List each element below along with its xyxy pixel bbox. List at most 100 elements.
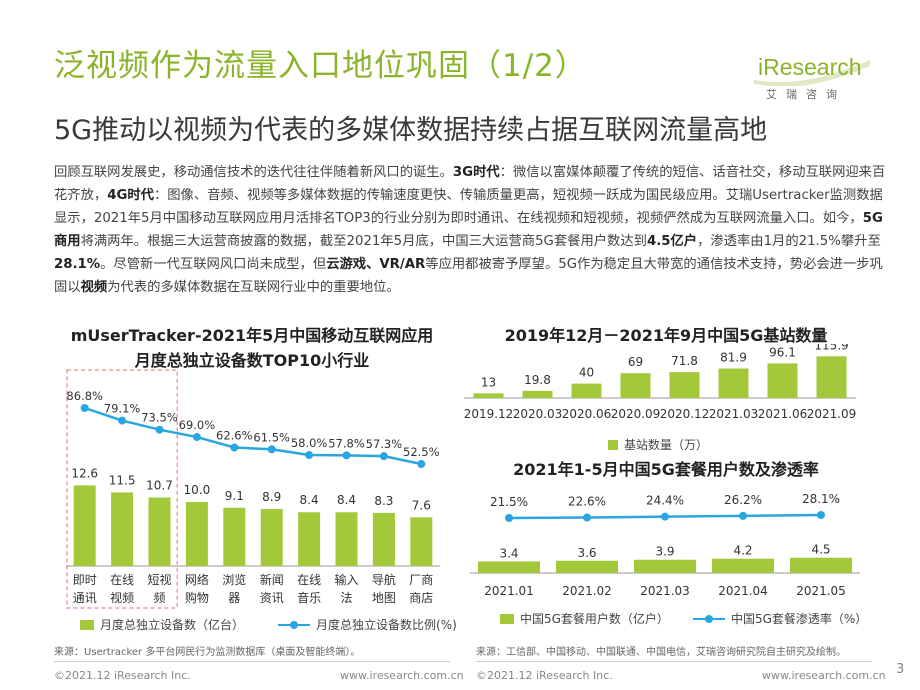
chart1-source: 来源：Usertracker 多平台网民行为监测数据库（桌面及智能终端）。 xyxy=(54,647,361,658)
bar xyxy=(372,512,395,566)
ratio-point xyxy=(267,445,276,454)
chart3-source: 来源：工信部、中国移动、中国联通、中国电信，艾瑞咨询研究院自主研究及绘制。 xyxy=(476,647,846,658)
bar-value-label: 4.5 xyxy=(811,543,830,557)
penetration-value-label: 24.4% xyxy=(646,494,684,508)
paragraph-text: ：微信以富媒体颠覆了传统的短信、话音社交，移动互联网迎来百花齐放， xyxy=(54,165,886,203)
logo-subtext: 艾瑞咨询 xyxy=(766,88,846,101)
legend-line-swatch xyxy=(692,614,725,624)
legend-line-swatch xyxy=(278,620,311,630)
page-number: 3 xyxy=(896,662,905,677)
intro-paragraph: 回顾互联网发展史，移动通信技术的迭代往往伴随着新风口的诞生。3G时代：微信以富媒… xyxy=(54,161,894,299)
bar xyxy=(718,368,749,398)
bar xyxy=(223,507,246,566)
x-tick-label: 购物 xyxy=(185,590,209,605)
footer-url-right[interactable]: www.iresearch.com.cn xyxy=(762,669,886,682)
x-tick-label: 2020.12 xyxy=(660,407,710,421)
chart2-5g-base-stations: 13 2019.12 19.8 2020.03 40 2020.06 69 2020.09 71… xyxy=(464,344,857,421)
ratio-point xyxy=(118,416,127,425)
x-tick-label: 短视 xyxy=(147,572,171,587)
footer-url-left[interactable]: www.iresearch.com.cn xyxy=(340,669,464,682)
paragraph-emphasis: 云游戏、VR/AR xyxy=(326,257,426,272)
chart2-legend: 基站数量（万） xyxy=(608,436,708,453)
ratio-point xyxy=(379,452,388,461)
paragraph-text: 将满两年。根据三大运营商披露的数据，截至2021年5月底，中国三大运营商5G套餐… xyxy=(80,234,647,249)
x-tick-label: 2020.03 xyxy=(513,407,563,421)
chart1-subtitle: 月度总独立设备数TOP10小行业 xyxy=(134,351,370,370)
x-tick-label: 2021.04 xyxy=(718,584,768,598)
legend-bar-swatch xyxy=(608,439,618,450)
footer-divider-right xyxy=(476,661,872,662)
paragraph-text: 回顾互联网发展史，移动通信技术的迭代往往伴随着新风口的诞生。 xyxy=(54,165,453,180)
bar xyxy=(816,356,847,398)
ratio-value-label: 61.5% xyxy=(253,430,290,444)
bar xyxy=(298,512,321,566)
paragraph-emphasis: 4G时代 xyxy=(107,188,154,203)
x-tick-label: 2021.05 xyxy=(796,584,846,598)
bar xyxy=(790,557,852,573)
penetration-value-label: 28.1% xyxy=(802,492,840,506)
bar xyxy=(148,497,171,566)
footer-divider-left xyxy=(54,661,450,662)
bar xyxy=(712,558,774,573)
x-tick-label: 资讯 xyxy=(260,591,284,605)
bar xyxy=(73,485,96,566)
paragraph-emphasis: 3G时代 xyxy=(452,165,500,180)
penetration-point xyxy=(661,512,669,521)
paragraph-text: 为代表的多媒体数据在互联网行业中的重要地位。 xyxy=(107,280,400,295)
bar-value-label: 12.6 xyxy=(71,466,98,480)
bar-value-label: 11.5 xyxy=(109,473,136,487)
x-tick-label: 视频 xyxy=(110,590,134,605)
paragraph-emphasis: 28.1% xyxy=(54,257,101,272)
legend-bar-label: 月度总独立设备数（亿台） xyxy=(100,618,245,632)
ratio-value-label: 73.5% xyxy=(141,411,178,425)
bar xyxy=(185,502,208,566)
ratio-value-label: 57.8% xyxy=(328,436,365,450)
ratio-value-label: 62.6% xyxy=(216,429,253,443)
bar-value-label: 115.9 xyxy=(814,344,848,352)
bar-value-label: 13 xyxy=(481,375,496,389)
bar-value-label: 10.0 xyxy=(184,483,211,497)
paragraph-emphasis: 5G商用 xyxy=(54,211,883,249)
chart1-title: mUserTracker-2021年5月中国移动互联网应用 xyxy=(70,326,434,345)
bar xyxy=(556,560,618,573)
bar-value-label: 19.8 xyxy=(524,373,551,387)
bar-value-label: 40 xyxy=(579,366,594,380)
x-tick-label: 法 xyxy=(340,591,352,605)
footer-copyright-left: ©2021.12 iResearch Inc. xyxy=(54,669,191,682)
ratio-value-label: 58.0% xyxy=(291,436,328,450)
paragraph-text: ，渗透率由1月的21.5%攀升至 xyxy=(697,234,881,249)
ratio-point xyxy=(80,404,89,412)
ratio-point xyxy=(230,443,239,452)
bar-value-label: 71.8 xyxy=(671,354,698,368)
chart3-title: 2021年1-5月中国5G套餐用户数及渗透率 xyxy=(513,460,819,479)
x-tick-label: 导航 xyxy=(372,572,396,587)
bar-value-label: 8.3 xyxy=(374,494,393,508)
penetration-value-label: 26.2% xyxy=(724,493,762,507)
chart2-title: 2019年12月－2021年9月中国5G基站数量 xyxy=(504,326,828,345)
chart3-legend: 中国5G套餐用户数（亿户） 中国5G套餐渗透率（%） xyxy=(500,610,867,627)
bar xyxy=(473,393,504,398)
x-tick-label: 音乐 xyxy=(297,590,321,605)
penetration-value-label: 22.6% xyxy=(568,495,606,509)
x-tick-label: 输入 xyxy=(334,572,358,587)
ratio-value-label: 52.5% xyxy=(403,445,440,459)
ratio-point xyxy=(155,425,164,434)
footer-copyright-right: ©2021.12 iResearch Inc. xyxy=(476,669,613,682)
x-tick-label: 新闻 xyxy=(260,572,284,587)
penetration-point xyxy=(505,514,513,522)
ratio-point xyxy=(417,460,426,468)
legend-bar-swatch xyxy=(80,619,94,630)
penetration-point xyxy=(739,511,747,520)
logo-swoosh-icon xyxy=(754,60,870,86)
x-tick-label: 地图 xyxy=(372,591,396,605)
bar xyxy=(260,509,283,566)
ratio-point xyxy=(342,451,351,460)
bar xyxy=(571,383,602,398)
logo-text: iResearch xyxy=(758,54,862,80)
bar-value-label: 10.7 xyxy=(146,479,173,493)
bar-value-label: 8.4 xyxy=(300,493,319,507)
bar-value-label: 4.2 xyxy=(733,544,752,558)
x-tick-label: 2021.01 xyxy=(484,584,534,598)
penetration-point xyxy=(583,513,591,522)
x-tick-label: 即时 xyxy=(73,573,97,587)
